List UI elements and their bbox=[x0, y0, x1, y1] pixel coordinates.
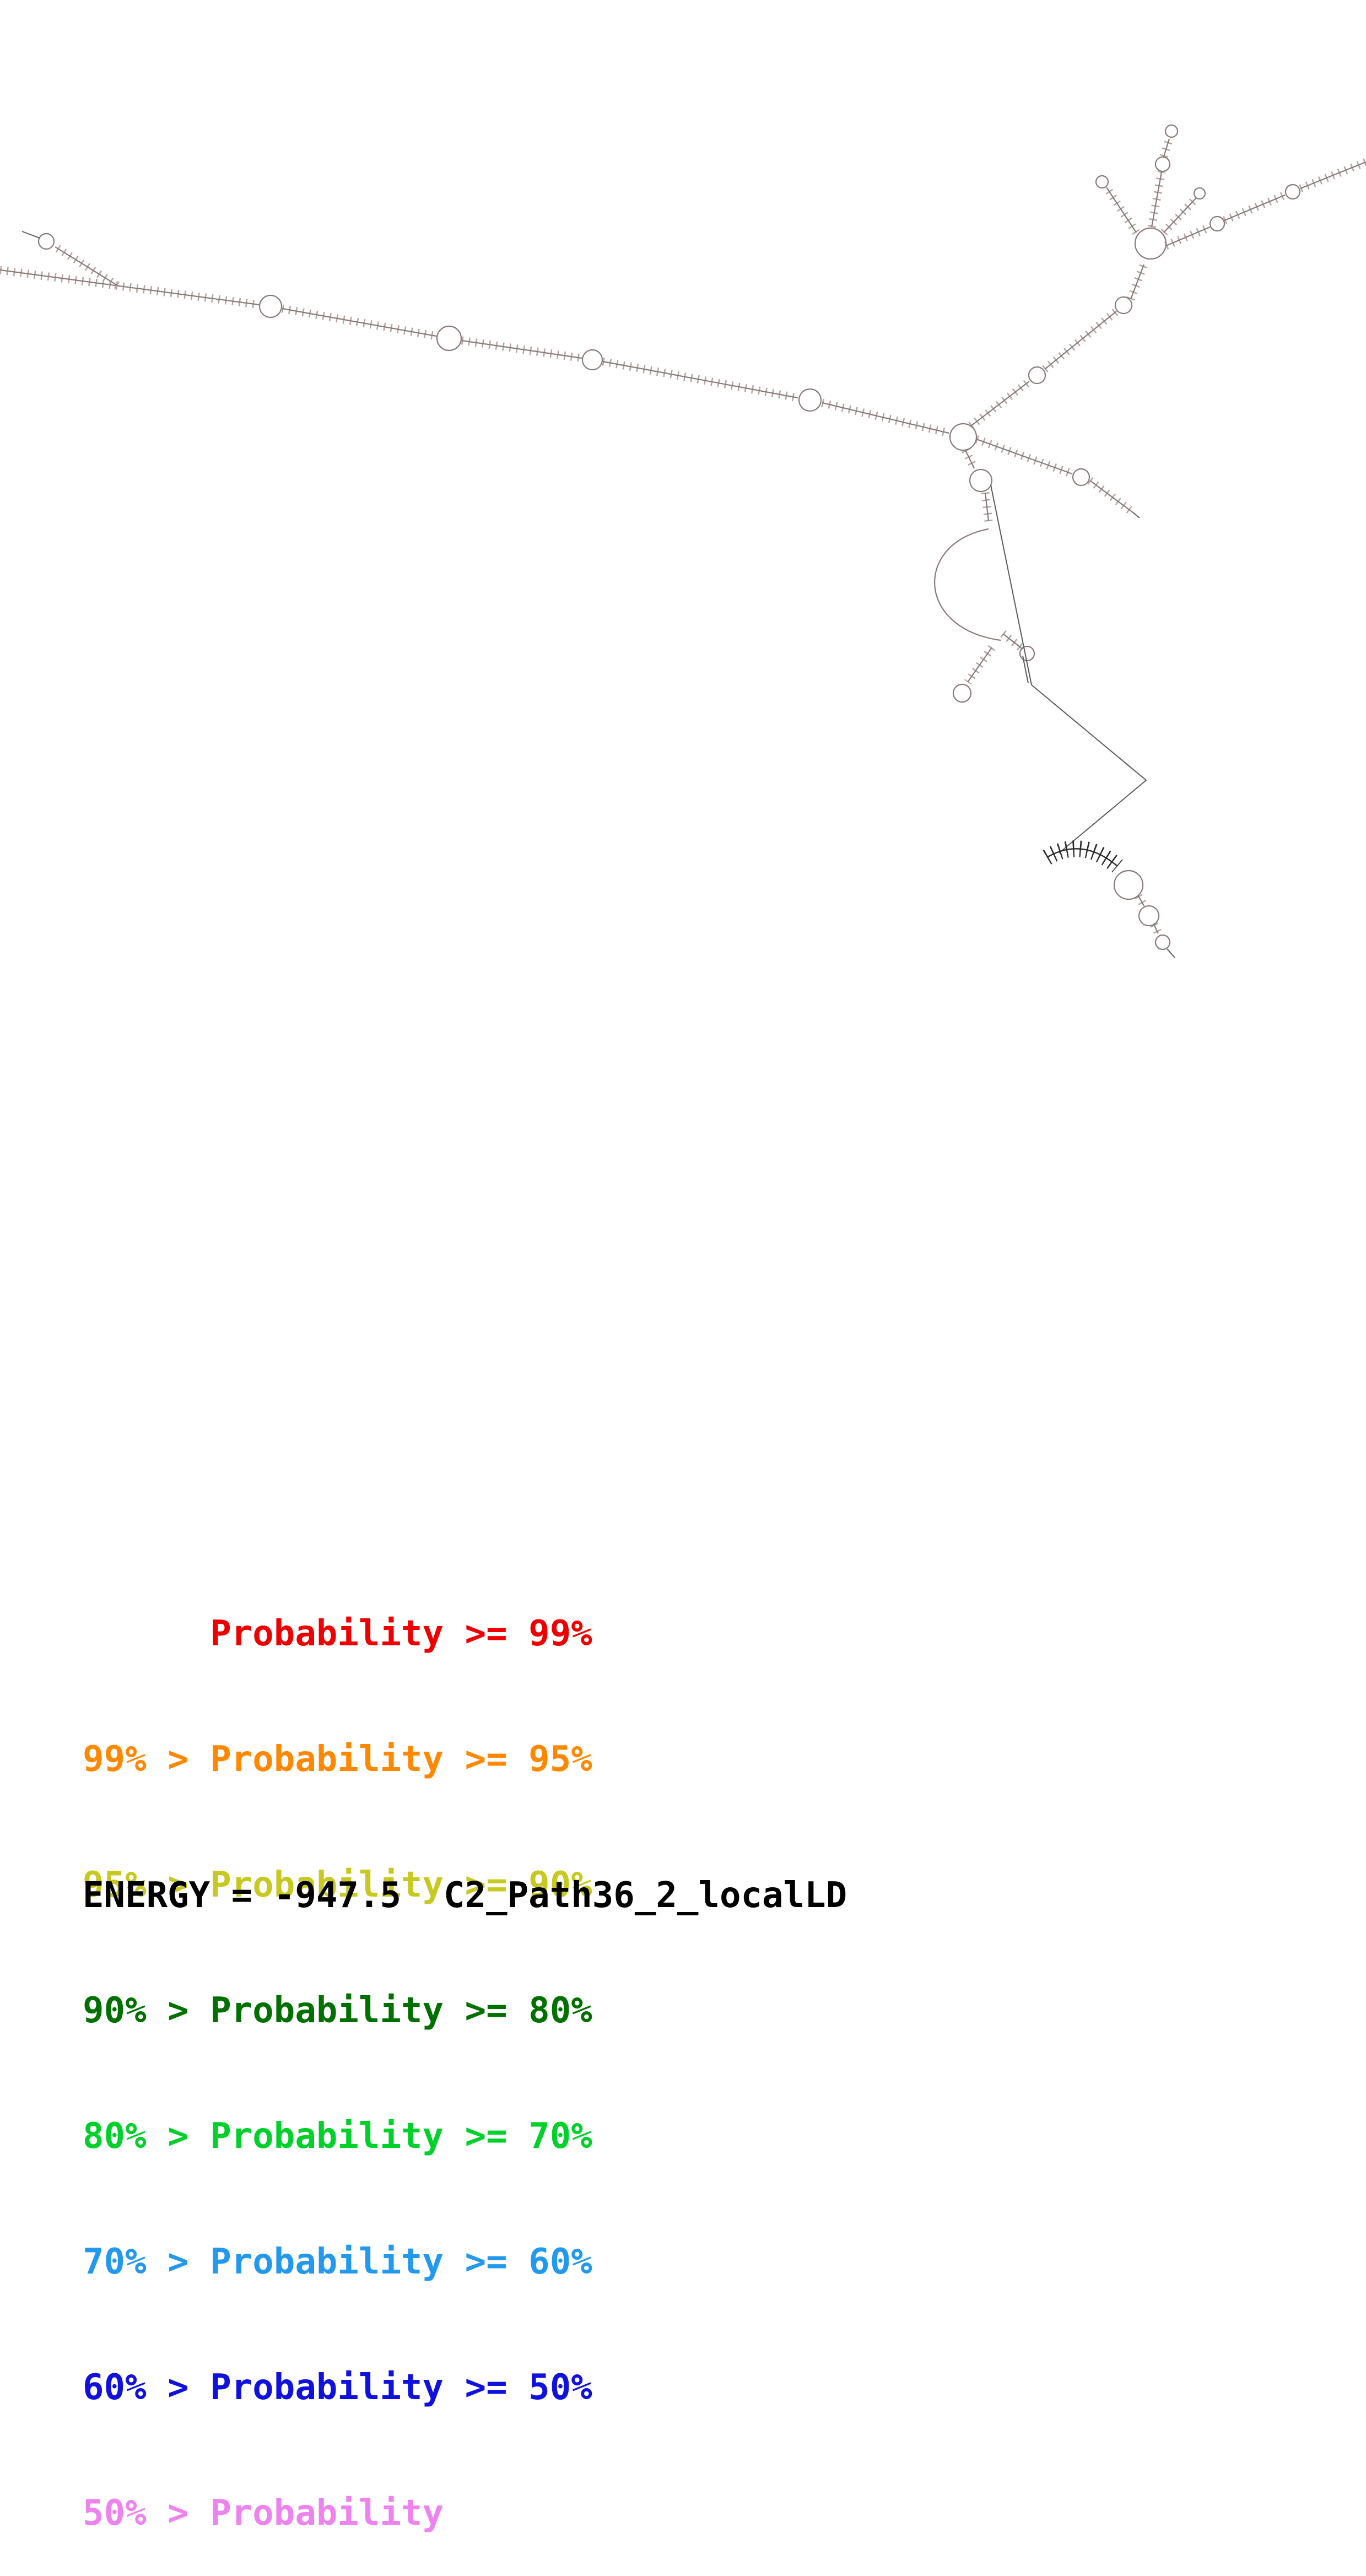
interior-loop bbox=[1028, 366, 1046, 385]
single-strand-end bbox=[21, 231, 40, 239]
hairpin-loop bbox=[1019, 645, 1035, 662]
interior-loop bbox=[969, 468, 993, 493]
legend-item-95: 99% > Probability >= 95% bbox=[83, 1739, 592, 1780]
energy-label: ENERGY = -947.5 C2_Path36_2_localLD bbox=[83, 1875, 847, 1916]
hairpin-loop bbox=[1164, 124, 1179, 138]
hairpin-loop bbox=[37, 233, 55, 250]
legend-item-99: Probability >= 99% bbox=[83, 1613, 592, 1654]
structure-loops bbox=[37, 124, 1301, 951]
interior-loop bbox=[258, 294, 283, 318]
single-strand-end bbox=[1132, 512, 1140, 519]
probability-legend: Probability >= 99% 99% > Probability >= … bbox=[83, 1529, 592, 2576]
central-junction-loop bbox=[949, 423, 978, 451]
legend-item-90: 95% > Probability >= 90% bbox=[83, 1865, 592, 1905]
structure-single-strands bbox=[21, 231, 1175, 958]
interior-loop bbox=[581, 349, 603, 371]
interior-loop bbox=[1114, 296, 1133, 315]
helix-right-lower-arm bbox=[976, 439, 1133, 512]
hairpin-loop bbox=[1095, 175, 1109, 189]
legend-item-below-50: 50% > Probability bbox=[83, 2493, 444, 2534]
large-loop-arc bbox=[934, 528, 1001, 641]
interior-loop bbox=[1113, 870, 1144, 900]
hairpin-loop bbox=[1193, 187, 1206, 200]
single-strand-link bbox=[1031, 684, 1147, 854]
single-strand-end bbox=[1167, 948, 1175, 958]
interior-loop bbox=[1138, 905, 1160, 927]
helix-main-chain bbox=[0, 270, 949, 433]
legend-item-50: 60% > Probability >= 50% bbox=[83, 2367, 592, 2408]
interior-loop bbox=[1284, 183, 1301, 200]
legend-item-70: 80% > Probability >= 70% bbox=[83, 2116, 592, 2157]
structure-helices bbox=[0, 139, 1366, 933]
single-strand-link bbox=[1022, 655, 1029, 684]
legend-item-80: 90% > Probability >= 80% bbox=[83, 1990, 592, 2031]
legend-item-60: 70% > Probability >= 60% bbox=[83, 2242, 592, 2282]
interior-loop bbox=[1209, 215, 1225, 232]
hairpin-loop bbox=[1154, 934, 1171, 951]
interior-loop bbox=[798, 388, 822, 412]
single-strand-link bbox=[990, 484, 1032, 685]
top-multiloop bbox=[1134, 227, 1167, 260]
helix-upper-branch bbox=[971, 264, 1144, 426]
interior-loop bbox=[436, 325, 462, 352]
unpaired-base-comb bbox=[1047, 849, 1117, 866]
interior-loop bbox=[1072, 468, 1090, 487]
hairpin-loop bbox=[952, 683, 972, 703]
rna-structure-diagram bbox=[0, 124, 1366, 958]
interior-loop bbox=[1154, 156, 1171, 172]
